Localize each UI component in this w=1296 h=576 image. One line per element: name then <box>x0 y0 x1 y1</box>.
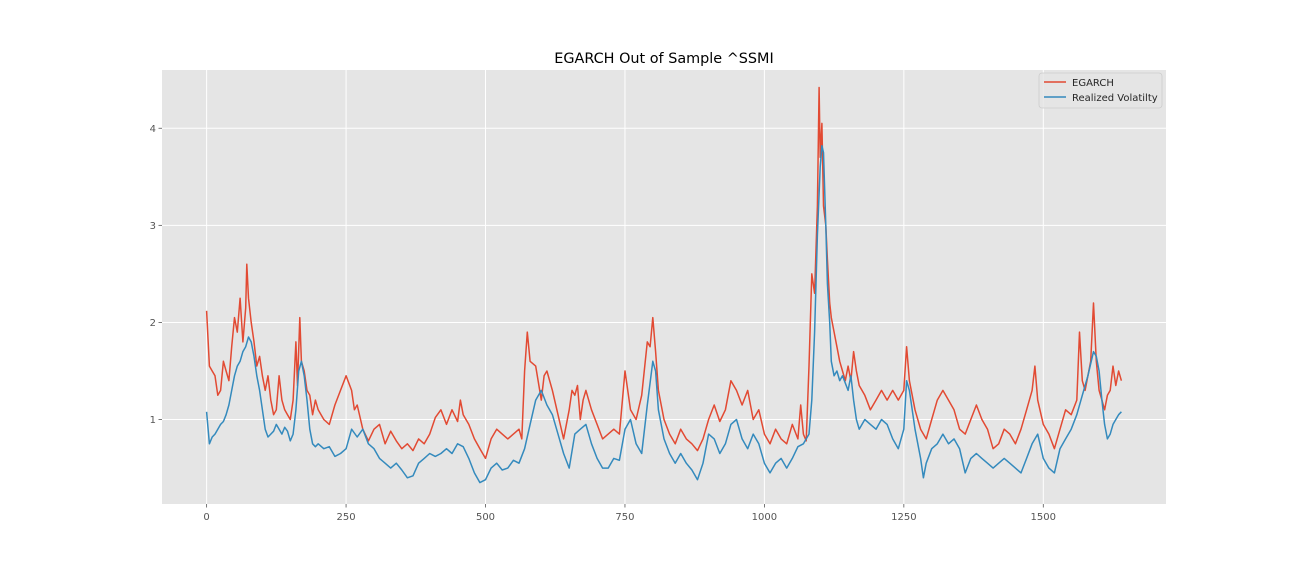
series-lines <box>205 86 1123 484</box>
plot-area <box>162 70 1166 504</box>
x-tick-label: 500 <box>476 512 495 523</box>
legend-label-egarch: EGARCH <box>1072 78 1114 89</box>
y-tick-label: 3 <box>150 221 156 232</box>
x-tick-label: 0 <box>203 512 209 523</box>
y-tick-label: 1 <box>150 415 156 426</box>
legend: EGARCH Realized Volatilty <box>1038 72 1163 109</box>
x-tick-label: 1250 <box>891 512 916 523</box>
x-tick-label: 1500 <box>1031 512 1056 523</box>
x-tick-label: 750 <box>615 512 634 523</box>
axis-ticks: 0 250 500 750 1000 1250 1500 1 2 3 4 <box>150 124 1056 523</box>
chart-title: EGARCH Out of Sample ^SSMI <box>554 51 773 67</box>
x-tick-label: 1000 <box>752 512 777 523</box>
legend-box <box>1038 72 1163 109</box>
y-tick-label: 2 <box>150 318 156 329</box>
series-line-realized-volatilty <box>205 144 1122 484</box>
x-tick-label: 250 <box>337 512 356 523</box>
legend-label-realized-volatility: Realized Volatilty <box>1072 93 1158 104</box>
series-line-egarch <box>205 86 1123 460</box>
y-tick-label: 4 <box>150 124 156 135</box>
